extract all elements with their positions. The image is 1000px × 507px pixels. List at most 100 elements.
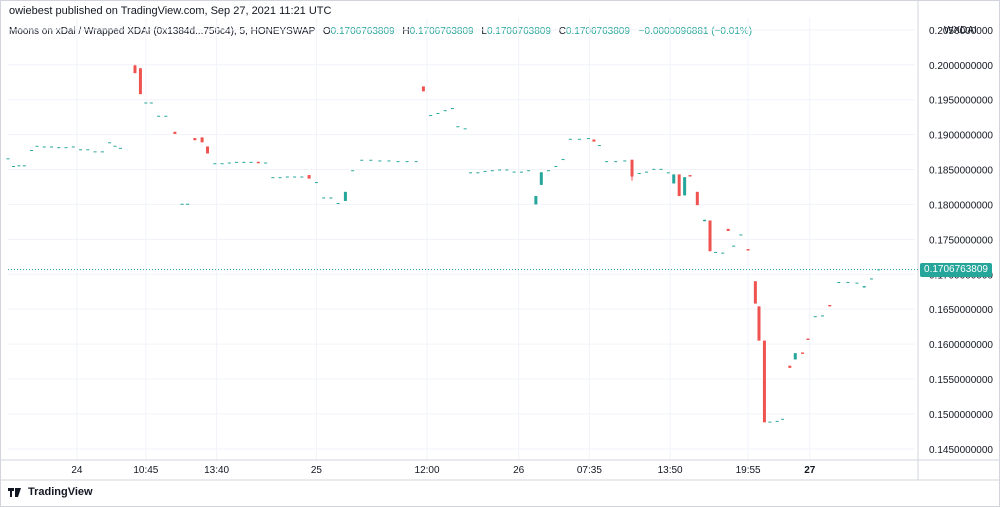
- high-label: H: [402, 26, 410, 37]
- x-tick-label: 24: [71, 465, 83, 476]
- candle-body: [118, 147, 122, 149]
- candle-body: [30, 149, 34, 151]
- y-tick-label: 0.1800000000: [929, 200, 993, 211]
- close-value: 0.1706763809: [565, 26, 630, 37]
- candle-body: [100, 151, 104, 153]
- y-tick-label: 0.1900000000: [929, 131, 993, 142]
- candle-body: [133, 65, 137, 74]
- candle-body: [50, 146, 54, 148]
- candle-body: [726, 228, 730, 231]
- candle-body: [429, 115, 433, 117]
- candle-body: [512, 171, 516, 173]
- candle-body: [614, 161, 618, 163]
- candle-body: [568, 138, 572, 140]
- candle-body: [708, 220, 712, 252]
- y-tick-label: 0.1850000000: [929, 166, 993, 177]
- candle-body: [414, 161, 418, 163]
- x-tick-label: 26: [513, 465, 525, 476]
- candle-body: [659, 168, 663, 170]
- candle-body: [378, 160, 382, 162]
- candle-body: [314, 182, 318, 184]
- candle-body: [713, 251, 717, 253]
- candle-body: [227, 162, 231, 164]
- candle-body: [519, 171, 523, 173]
- x-tick-label: 13:50: [658, 465, 683, 476]
- candle-body: [242, 161, 246, 163]
- candle-body: [57, 147, 61, 149]
- candle-body: [249, 161, 253, 163]
- change-value: −0.0000096881 (−0.01%): [638, 26, 753, 37]
- y-tick-label: 0.1750000000: [929, 235, 993, 246]
- candle-body: [586, 138, 590, 140]
- candle-body: [64, 147, 68, 149]
- x-tick-label: 27: [804, 465, 816, 476]
- high-value: 0.1706763809: [409, 26, 474, 37]
- candle-body: [793, 353, 797, 360]
- candle-body: [483, 170, 487, 172]
- candle-body: [775, 420, 779, 422]
- candle-body: [788, 365, 792, 368]
- candle-body: [732, 245, 736, 247]
- candle-body: [206, 146, 210, 154]
- candle-body: [721, 252, 725, 254]
- candle-body: [220, 163, 224, 165]
- candle-body: [113, 145, 117, 147]
- candle-body: [443, 110, 447, 112]
- candle-body: [108, 142, 112, 144]
- candle-body: [157, 115, 161, 117]
- candle-body: [264, 162, 268, 164]
- candle-body: [144, 102, 148, 104]
- watermark-text: TradingView: [28, 486, 93, 498]
- candle-body: [343, 191, 347, 201]
- candle-body: [666, 172, 670, 174]
- candle-body: [351, 170, 355, 172]
- candle-body: [436, 112, 440, 114]
- candle-body: [547, 170, 551, 172]
- candle-body: [456, 126, 460, 128]
- candle-body: [746, 249, 750, 251]
- open-value: 0.1706763809: [330, 26, 395, 37]
- candle-body: [688, 175, 692, 177]
- candle-body: [285, 176, 289, 178]
- candle-body: [683, 177, 687, 196]
- candle-body: [17, 165, 21, 167]
- candle-body: [677, 174, 681, 197]
- candle-body: [645, 171, 649, 173]
- candle-body: [293, 176, 297, 178]
- candle-body: [278, 177, 282, 179]
- candle-body: [405, 161, 409, 163]
- candle-body: [200, 137, 204, 143]
- candle-body: [421, 86, 425, 92]
- x-tick-label: 07:35: [577, 465, 602, 476]
- candle-body: [592, 139, 596, 142]
- symbol-title[interactable]: Moons on xDai / Wrapped XDAI (0x1384d...…: [9, 26, 316, 37]
- candle-body: [637, 173, 641, 175]
- x-tick-label: 13:40: [204, 465, 229, 476]
- candle-body: [652, 168, 656, 170]
- candle-body: [577, 138, 581, 140]
- candle-body: [820, 315, 824, 317]
- candle-body: [855, 282, 859, 284]
- candle-body: [369, 159, 373, 161]
- candle-body: [498, 169, 502, 171]
- candle-body: [703, 219, 707, 222]
- candle-body: [360, 159, 364, 161]
- candle-body: [35, 145, 39, 147]
- tradingview-watermark[interactable]: TradingView: [8, 486, 93, 498]
- y-tick-label: 0.1550000000: [929, 375, 993, 386]
- candle-body: [490, 170, 494, 172]
- candle-body: [862, 286, 866, 288]
- candle-body: [605, 161, 609, 163]
- x-tick-label: 25: [311, 465, 323, 476]
- publisher-line: owiebest published on TradingView.com, S…: [9, 5, 332, 17]
- candle-body: [846, 281, 850, 283]
- candle-body: [561, 159, 565, 161]
- candle-body: [322, 197, 326, 199]
- candle-body: [186, 203, 190, 205]
- x-tick-label: 19:55: [736, 465, 761, 476]
- candle-body: [235, 161, 239, 163]
- candle-body: [672, 174, 676, 184]
- candle-body: [527, 170, 531, 172]
- candle-body: [539, 172, 543, 185]
